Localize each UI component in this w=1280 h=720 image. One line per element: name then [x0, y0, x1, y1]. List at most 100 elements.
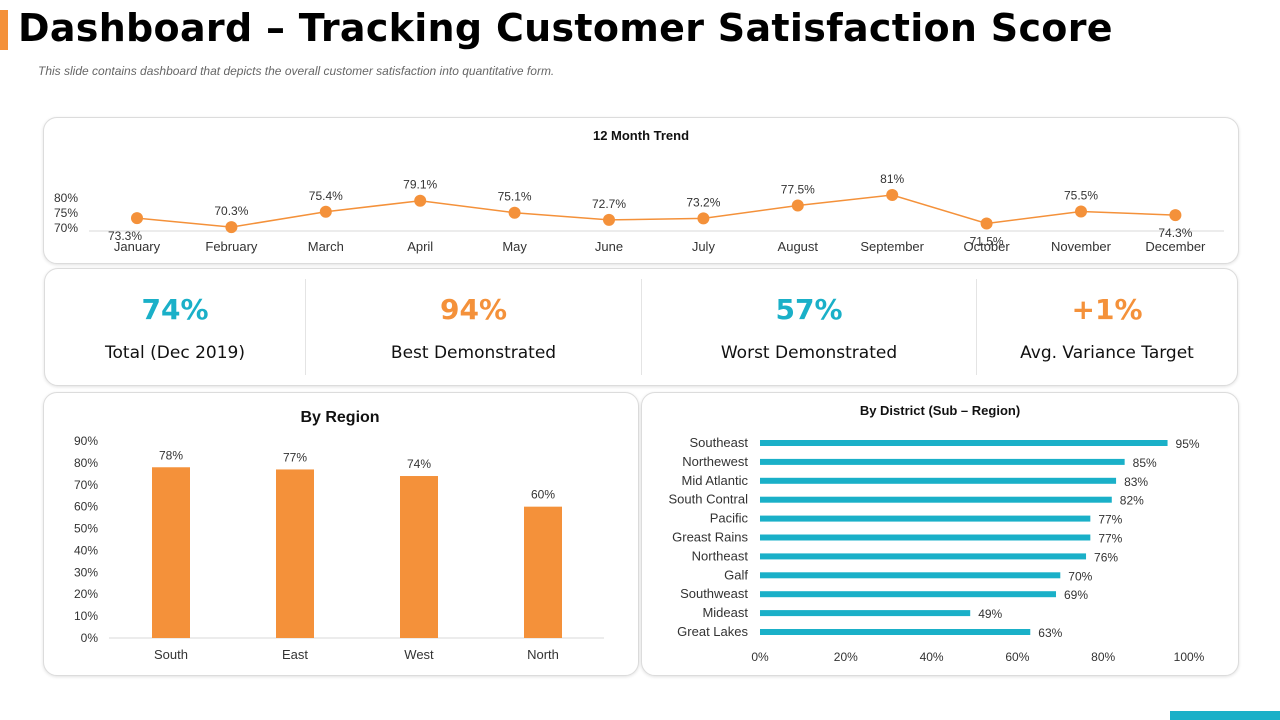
district-bar	[760, 477, 1117, 484]
trend-point	[319, 205, 332, 218]
district-x-tick: 20%	[834, 650, 858, 664]
district-data-label: 85%	[1133, 456, 1157, 470]
district-bar	[760, 515, 1091, 522]
trend-data-label: 74.3%	[1158, 226, 1192, 240]
district-x-tick: 40%	[920, 650, 944, 664]
trend-data-label: 71.5%	[970, 235, 1004, 249]
kpi-divider	[641, 279, 642, 375]
district-y-tick: Mideast	[702, 605, 748, 620]
district-bar	[760, 572, 1061, 579]
trend-x-tick: February	[205, 239, 258, 254]
trend-point	[980, 217, 993, 230]
region-y-tick: 60%	[74, 500, 98, 514]
district-y-tick: Great Lakes	[677, 624, 748, 639]
district-data-label: 49%	[978, 607, 1002, 621]
trend-x-tick: October	[963, 239, 1010, 254]
district-bar	[760, 458, 1125, 465]
region-y-tick: 50%	[74, 522, 98, 536]
trend-point	[225, 221, 238, 234]
region-bar	[524, 506, 562, 638]
trend-point	[603, 213, 615, 226]
district-data-label: 77%	[1098, 513, 1122, 527]
district-x-tick: 100%	[1174, 650, 1205, 664]
kpi-variance-value: +1%	[1071, 293, 1143, 326]
kpi-worst-value: 57%	[775, 293, 843, 326]
district-data-label: 95%	[1176, 437, 1200, 451]
region-data-label: 74%	[407, 457, 431, 471]
district-data-label: 70%	[1068, 569, 1092, 583]
trend-point	[697, 212, 710, 225]
kpi-best-value: 94%	[439, 293, 508, 326]
trend-point	[886, 189, 899, 201]
trend-data-label: 79.1%	[403, 178, 437, 192]
trend-point	[414, 194, 427, 207]
title-accent-bar	[0, 10, 8, 50]
trend-data-label: 81%	[880, 172, 904, 186]
region-y-tick: 10%	[74, 609, 98, 623]
district-y-tick: South Contral	[669, 492, 749, 507]
trend-y-tick: 75%	[54, 206, 78, 220]
kpi-total-value: 74%	[141, 293, 209, 326]
kpi-divider	[976, 279, 977, 375]
trend-title: 12 Month Trend	[593, 128, 689, 143]
district-bar	[760, 610, 971, 617]
trend-data-label: 75.1%	[498, 190, 532, 204]
region-data-label: 77%	[283, 450, 307, 464]
region-data-label: 60%	[531, 488, 555, 502]
trend-data-label: 75.4%	[309, 189, 343, 203]
kpi-total: 74% Total (Dec 2019)	[45, 269, 305, 385]
region-y-tick: 90%	[74, 434, 98, 448]
district-x-tick: 0%	[751, 650, 769, 664]
region-y-tick: 40%	[74, 543, 98, 557]
region-data-label: 78%	[159, 448, 183, 462]
trend-chart: 12 Month Trend 70%75%80% 73.3%January 70.3%…	[54, 128, 1224, 254]
trend-data-label: 72.7%	[592, 197, 626, 211]
trend-data-label: 73.3%	[108, 229, 142, 243]
trend-point	[1169, 209, 1182, 222]
district-y-tick: Mid Atlantic	[682, 473, 749, 488]
region-bar	[276, 469, 314, 638]
trend-data-label: 77.5%	[781, 183, 815, 197]
kpi-variance: +1% Avg. Variance Target	[977, 269, 1237, 385]
trend-x-tick: June	[595, 239, 623, 254]
district-bar	[760, 553, 1087, 560]
district-data-label: 83%	[1124, 475, 1148, 489]
trend-x-tick: September	[860, 239, 924, 254]
trend-panel: 12 Month Trend 70% 75% 80% 73.3% January 70.3%…	[43, 117, 1239, 264]
trend-data-label: 70.3%	[214, 204, 248, 218]
region-x-tick: North	[527, 647, 559, 662]
district-bar	[760, 629, 1031, 635]
trend-x-tick: April	[407, 239, 433, 254]
district-y-tick: Greast Rains	[672, 530, 748, 545]
trend-point	[1075, 205, 1087, 218]
district-y-tick: Southweast	[680, 586, 748, 601]
district-data-label: 82%	[1120, 494, 1144, 508]
trend-x-tick: May	[502, 239, 527, 254]
trend-point	[508, 206, 521, 219]
kpi-variance-label: Avg. Variance Target	[1020, 343, 1194, 363]
region-x-tick: South	[154, 647, 188, 662]
district-panel: By District (Sub – Region) Southeast 95% No…	[641, 392, 1239, 676]
trend-x-tick: July	[692, 239, 716, 254]
trend-x-tick: November	[1051, 239, 1112, 254]
trend-x-tick: August	[778, 239, 819, 254]
kpi-worst-label: Worst Demonstrated	[720, 343, 898, 363]
region-x-tick: West	[404, 647, 434, 662]
district-x-tick: 80%	[1091, 650, 1115, 664]
district-bar	[760, 591, 1057, 598]
trend-data-label: 73.2%	[686, 195, 720, 209]
district-y-tick: Northeast	[692, 548, 749, 563]
kpi-panel: 74% Total (Dec 2019) 94% Best Demonstrat…	[44, 268, 1238, 386]
region-panel: By Region 0% 10% 20% 30% 40% 50% 60% 70% 80% 90% 78…	[43, 392, 639, 676]
district-y-tick: Pacific	[710, 511, 749, 526]
district-x-tick: 60%	[1005, 650, 1029, 664]
trend-point	[131, 212, 143, 225]
trend-series-line	[136, 194, 1176, 228]
district-bar	[760, 534, 1091, 541]
kpi-total-label: Total (Dec 2019)	[105, 343, 245, 363]
district-chart: By District (Sub – Region) Southeast 95% No…	[669, 403, 1205, 664]
page-subtitle: This slide contains dashboard that depic…	[38, 64, 555, 78]
trend-data-label: 75.5%	[1064, 189, 1098, 203]
district-data-label: 76%	[1094, 550, 1118, 564]
trend-point	[791, 199, 804, 212]
